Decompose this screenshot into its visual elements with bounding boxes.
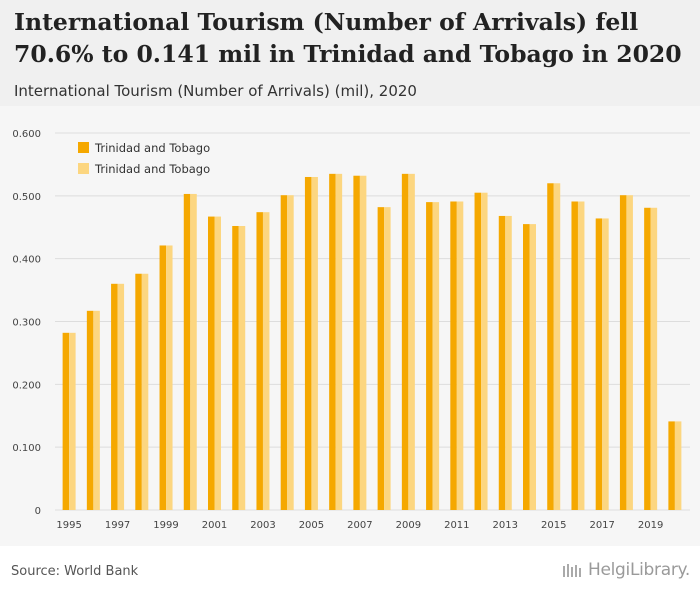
bar-2016-series-1: [571, 201, 578, 510]
x-tick-label: 1995: [56, 520, 81, 531]
bar-2011-series-1: [450, 201, 457, 510]
y-tick-label: 0.200: [12, 380, 41, 391]
library-icon: [562, 564, 581, 577]
y-tick-label: 0.400: [12, 255, 41, 266]
bar-2013-series-2: [505, 215, 512, 510]
bar-2005-series-1: [304, 176, 312, 510]
x-tick-label: 2019: [638, 520, 663, 531]
bar-2019-series-1: [644, 207, 651, 510]
bar-1995-series-2: [69, 332, 76, 510]
bar-2012-series-1: [474, 192, 482, 511]
bar-2001-series-1: [208, 216, 215, 510]
bar-2017-series-2: [602, 218, 609, 510]
bar-2015-series-1: [547, 183, 554, 510]
page-title: International Tourism (Number of Arrival…: [14, 8, 682, 68]
x-tick-label: 2011: [444, 520, 469, 531]
bar-1997-series-2: [117, 283, 125, 510]
x-tick-label: 2015: [541, 520, 566, 531]
bar-1997-series-1: [111, 283, 118, 510]
bars: [62, 173, 682, 511]
y-tick-label: 0.100: [12, 443, 41, 454]
bar-2020-series-1: [668, 421, 675, 510]
y-tick-label: 0: [35, 506, 41, 517]
bar-2007-series-1: [353, 175, 360, 510]
legend-label-series-1: Trinidad and Tobago: [94, 141, 210, 155]
x-axis-ticks: 1995 1997 1999 2001 2003 2005 2007 2009 2011 2013…: [56, 520, 663, 531]
bar-2010-series-1: [426, 202, 433, 510]
bar-1995-series-1: [62, 332, 70, 510]
x-tick-label: 2001: [202, 520, 227, 531]
bar-2007-series-2: [359, 175, 367, 510]
x-tick-label: 2007: [347, 520, 372, 531]
bar-1998-series-1: [135, 273, 142, 510]
x-tick-label: 1999: [153, 520, 178, 531]
header: International Tourism (Number of Arrival…: [0, 0, 700, 106]
x-tick-label: 2009: [396, 520, 421, 531]
legend-label-series-2: Trinidad and Tobago: [94, 162, 210, 176]
y-tick-label: 0.500: [12, 192, 41, 203]
bar-2004-series-2: [287, 195, 294, 510]
brand-logo: HelgiLibrary.: [562, 560, 690, 580]
brand-name: HelgiLibrary.: [587, 560, 690, 580]
bar-2016-series-2: [577, 201, 585, 510]
bar-2010-series-2: [432, 202, 440, 510]
bar-2000-series-1: [183, 193, 191, 510]
bar-2014-series-2: [529, 224, 536, 510]
bar-1998-series-2: [141, 273, 149, 510]
bar-2006-series-1: [329, 173, 336, 510]
bar-2019-series-2: [650, 207, 658, 510]
bar-2001-series-2: [214, 216, 221, 510]
x-tick-label: 2005: [299, 520, 324, 531]
bar-2005-series-2: [311, 176, 318, 510]
bar-2000-series-2: [190, 193, 197, 510]
bar-1999-series-1: [159, 245, 167, 510]
chart-subtitle: International Tourism (Number of Arrival…: [14, 82, 417, 100]
bar-2009-series-1: [401, 173, 409, 510]
bar-chart: 0 0.100 0.200 0.300 0.400 0.500 0.600 1995 1997…: [12, 129, 690, 531]
bar-2004-series-1: [280, 195, 288, 510]
bar-1996-series-2: [93, 310, 100, 510]
bar-2003-series-1: [256, 212, 263, 511]
x-tick-label: 2017: [589, 520, 614, 531]
x-tick-label: 2003: [250, 520, 275, 531]
legend-swatch-series-1: [78, 142, 89, 153]
bar-2002-series-1: [232, 225, 239, 510]
bar-2008-series-2: [384, 207, 391, 510]
bar-2006-series-2: [335, 173, 343, 510]
x-tick-label: 2013: [493, 520, 518, 531]
x-tick-label: 1997: [105, 520, 130, 531]
y-tick-label: 0.600: [12, 129, 41, 140]
bar-2002-series-2: [238, 225, 246, 510]
bar-1999-series-2: [166, 245, 173, 510]
y-tick-label: 0.300: [12, 318, 41, 329]
bar-2012-series-2: [481, 192, 488, 511]
footer: Source: World Bank HelgiLibrary.: [0, 546, 700, 596]
bar-2013-series-1: [498, 215, 506, 510]
bar-2017-series-1: [595, 218, 603, 510]
bar-2015-series-2: [553, 183, 561, 510]
bar-2018-series-1: [619, 195, 627, 510]
gridlines: [55, 132, 690, 511]
legend: Trinidad and Tobago Trinidad and Tobago: [78, 141, 210, 176]
bar-1996-series-1: [86, 310, 94, 510]
bar-2008-series-1: [377, 207, 385, 510]
legend-swatch-series-2: [78, 163, 89, 174]
source-note: Source: World Bank: [11, 564, 139, 579]
chart-area: 0 0.100 0.200 0.300 0.400 0.500 0.600 1995 1997…: [0, 106, 700, 546]
bar-2014-series-1: [523, 224, 530, 510]
bar-2009-series-2: [408, 173, 415, 510]
bar-2003-series-2: [262, 212, 270, 511]
bar-2011-series-2: [456, 201, 464, 510]
y-axis-ticks: 0 0.100 0.200 0.300 0.400 0.500 0.600: [12, 129, 41, 517]
bar-2020-series-2: [674, 421, 682, 510]
bar-2018-series-2: [626, 195, 633, 510]
